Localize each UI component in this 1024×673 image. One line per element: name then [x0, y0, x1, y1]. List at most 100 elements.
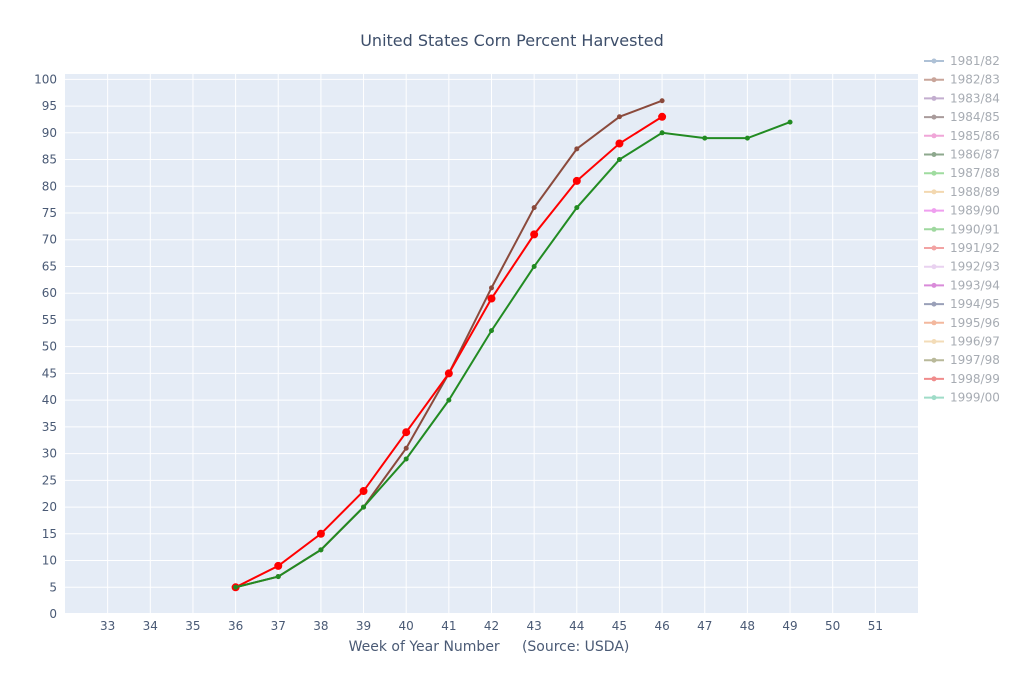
y-tick-label: 25 — [42, 473, 57, 487]
y-tick-label: 75 — [42, 206, 57, 220]
legend-swatch-marker — [931, 170, 937, 176]
y-tick-label: 55 — [42, 313, 57, 327]
y-tick-label: 5 — [49, 580, 57, 594]
data-point — [359, 487, 368, 496]
series-1 — [231, 112, 667, 592]
legend-swatch-marker — [931, 114, 937, 120]
y-tick-label: 85 — [42, 153, 57, 167]
y-tick-label: 70 — [42, 233, 57, 247]
legend-item[interactable]: 1985/86 — [924, 129, 1000, 143]
legend-label: 1989/90 — [950, 204, 1000, 218]
series-lines — [231, 98, 793, 592]
data-point — [402, 428, 411, 437]
y-tick-label: 100 — [34, 72, 57, 86]
x-tick-label: 38 — [313, 619, 328, 633]
data-point — [744, 135, 750, 141]
legend-swatch-marker — [931, 58, 937, 64]
x-tick-label: 37 — [271, 619, 286, 633]
y-tick-label: 50 — [42, 340, 57, 354]
legend-label: 1995/96 — [950, 316, 1000, 330]
data-point — [318, 547, 324, 553]
legend-item[interactable]: 1986/87 — [924, 148, 1000, 162]
data-point — [616, 114, 622, 120]
legend-item[interactable]: 1995/96 — [924, 316, 1000, 330]
legend-label: 1983/84 — [950, 91, 1000, 105]
legend-label: 1999/00 — [950, 391, 1000, 405]
legend-item[interactable]: 1991/92 — [924, 241, 1000, 255]
legend-item[interactable]: 1987/88 — [924, 166, 1000, 180]
data-point — [531, 205, 537, 211]
legend-swatch-marker — [931, 77, 937, 83]
y-tick-label: 65 — [42, 259, 57, 273]
y-tick-label: 20 — [42, 500, 57, 514]
x-tick-label: 40 — [399, 619, 414, 633]
legend-item[interactable]: 1984/85 — [924, 110, 1000, 124]
legend-item[interactable]: 1994/95 — [924, 297, 1000, 311]
data-point — [787, 119, 793, 125]
y-tick-label: 80 — [42, 179, 57, 193]
legend-label: 1997/98 — [950, 353, 1000, 367]
data-point — [489, 328, 494, 334]
x-tick-label: 50 — [825, 619, 840, 633]
y-tick-label: 60 — [42, 286, 57, 300]
data-point — [659, 98, 665, 104]
legend-item[interactable]: 1997/98 — [924, 353, 1000, 367]
y-tick-label: 90 — [42, 126, 57, 140]
x-tick-label: 39 — [356, 619, 371, 633]
legend[interactable]: 1981/82 1982/83 1983/84 1984/85 1985/86 1986/… — [924, 54, 1000, 405]
legend-swatch-marker — [931, 226, 937, 232]
data-point — [489, 285, 494, 291]
legend-swatch-marker — [931, 357, 937, 363]
data-point — [659, 130, 665, 136]
data-point — [275, 574, 281, 580]
x-tick-label: 49 — [782, 619, 797, 633]
legend-label: 1996/97 — [950, 335, 1000, 349]
legend-swatch-marker — [931, 152, 937, 157]
legend-item[interactable]: 1982/83 — [924, 73, 1000, 87]
legend-swatch-marker — [931, 208, 937, 214]
x-tick-label: 51 — [868, 619, 883, 633]
legend-label: 1984/85 — [950, 110, 1000, 124]
legend-swatch-marker — [931, 376, 937, 382]
legend-item[interactable]: 1993/94 — [924, 278, 1000, 292]
legend-label: 1991/92 — [950, 241, 1000, 255]
legend-item[interactable]: 1989/90 — [924, 204, 1000, 218]
legend-swatch-marker — [931, 320, 937, 326]
data-point — [530, 230, 539, 239]
x-tick-label: 44 — [569, 619, 584, 633]
legend-label: 1993/94 — [950, 278, 1000, 292]
legend-item[interactable]: 1996/97 — [924, 335, 1000, 349]
x-tick-label: 41 — [441, 619, 456, 633]
legend-label: 1998/99 — [950, 372, 1000, 386]
legend-item[interactable]: 1998/99 — [924, 372, 1000, 386]
legend-swatch-marker — [931, 395, 937, 401]
data-point — [616, 157, 622, 163]
legend-item[interactable]: 1992/93 — [924, 260, 1000, 274]
data-point — [574, 146, 580, 152]
legend-item[interactable]: 1999/00 — [924, 391, 1000, 405]
legend-label: 1988/89 — [950, 185, 1000, 199]
legend-swatch-marker — [931, 95, 937, 101]
y-tick-label: 45 — [42, 366, 57, 380]
y-tick-label: 0 — [49, 607, 57, 621]
x-tick-label: 42 — [484, 619, 499, 633]
x-tick-label: 34 — [143, 619, 158, 633]
y-tick-label: 30 — [42, 447, 57, 461]
legend-item[interactable]: 1983/84 — [924, 91, 1000, 105]
series-line — [235, 121, 791, 589]
legend-item[interactable]: 1988/89 — [924, 185, 1000, 199]
legend-label: 1986/87 — [950, 148, 1000, 162]
data-point — [316, 529, 325, 538]
data-point — [615, 139, 624, 148]
legend-item[interactable]: 1981/82 — [924, 54, 1000, 68]
legend-swatch-marker — [931, 133, 937, 139]
data-point — [403, 445, 409, 451]
x-axis-title: Week of Year Number (Source: USDA) — [349, 639, 630, 655]
data-point — [274, 561, 283, 570]
data-point — [531, 263, 537, 269]
legend-item[interactable]: 1990/91 — [924, 222, 1000, 236]
legend-label: 1982/83 — [950, 73, 1000, 87]
x-tick-label: 35 — [185, 619, 200, 633]
x-tick-label: 48 — [740, 619, 755, 633]
data-point — [446, 397, 452, 403]
